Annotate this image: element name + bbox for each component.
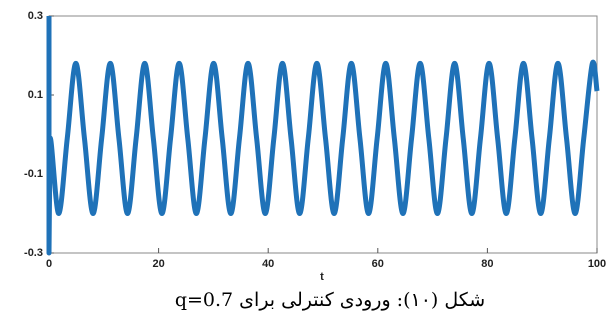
y-tick-label: -0.1 <box>24 168 43 180</box>
x-axis-label: t <box>320 271 324 283</box>
y-tick-label: 0.3 <box>28 10 43 22</box>
caption: شکل (۱۰): ورودی کنترلی برای q=0.7 <box>175 289 485 311</box>
x-tick-label: 40 <box>262 258 274 270</box>
x-tick-label: 100 <box>588 258 606 270</box>
signal-line <box>46 16 600 256</box>
y-tick-label: 0.1 <box>28 89 43 101</box>
y-tick-label: -0.3 <box>24 247 43 259</box>
x-tick-label: 80 <box>481 258 493 270</box>
x-tick-label: 20 <box>152 258 164 270</box>
x-tick-label: 60 <box>372 258 384 270</box>
x-tick-label: 0 <box>46 258 52 270</box>
